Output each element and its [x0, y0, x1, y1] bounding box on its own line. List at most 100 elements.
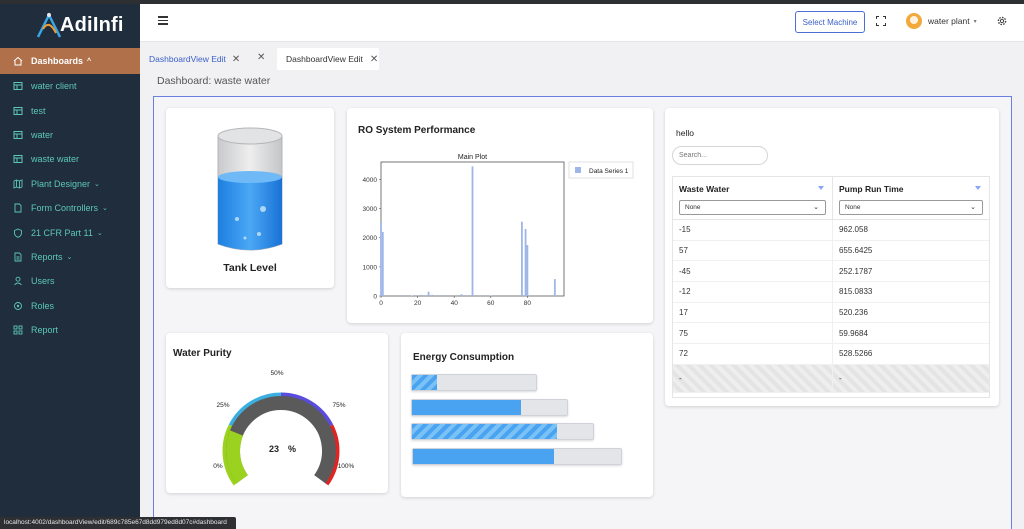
table-cell: -: [838, 373, 842, 383]
table-cell: -45: [673, 261, 833, 282]
grid-header: Waste Water None ⌄ Pump Run Time None ⌄: [673, 177, 989, 220]
chevron-down-icon: ⌄: [813, 204, 819, 211]
column-waste-water[interactable]: Waste Water None ⌄: [673, 177, 833, 219]
chevron-down-icon: ⌄: [66, 253, 73, 261]
sidebar-item-water[interactable]: water: [0, 123, 140, 147]
sidebar-item-label: water: [31, 129, 54, 140]
select-machine-button[interactable]: Select Machine: [795, 11, 865, 33]
filter-select[interactable]: None ⌄: [838, 200, 983, 215]
bar: [521, 221, 523, 296]
gauge-label-100: 100%: [338, 463, 355, 470]
column-pump-run-time[interactable]: Pump Run Time None ⌄: [833, 177, 989, 219]
tank-water-surface: [218, 171, 282, 184]
table-cell: -: [673, 364, 833, 392]
tank-level-label: Tank Level: [223, 262, 277, 274]
close-icon[interactable]: ✕: [257, 52, 266, 63]
x-tick-label: 0: [379, 300, 383, 307]
table-cell: 59.9684: [838, 328, 868, 338]
sidebar-item-label: waste water: [31, 154, 80, 165]
sidebar-item-reports[interactable]: Reports ⌄: [0, 245, 140, 269]
map-icon: [13, 179, 23, 189]
table-row[interactable]: 75 59.9684: [673, 323, 989, 345]
sidebar-item-label: 21 CFR Part 11: [31, 227, 93, 238]
sidebar-item-test[interactable]: test: [0, 98, 140, 122]
home-icon: [13, 56, 23, 66]
energy-consumption-widget[interactable]: Energy Consumption: [401, 333, 653, 497]
sidebar-item-label: test: [31, 105, 46, 116]
sidebar-item-roles[interactable]: Roles: [0, 294, 140, 318]
tank-graphic: [217, 127, 283, 251]
sidebar-item-label: water client: [31, 81, 77, 92]
table-row[interactable]: -45 252.1787: [673, 261, 989, 283]
column-header: Pump Run Time: [838, 184, 904, 194]
energy-bar-fill: [412, 400, 521, 415]
table-row[interactable]: -15 962.058: [673, 220, 989, 241]
water-purity-widget[interactable]: Water Purity 0% 25% 50% 75% 100% 23 %: [166, 333, 388, 493]
search-input[interactable]: [672, 146, 768, 165]
table-cell: 252.1787: [838, 266, 873, 276]
data-table-widget[interactable]: hello Waste Water None ⌄ Pump Run Time No…: [665, 108, 999, 406]
tab-dashboardview-edit-2[interactable]: DashboardView Edit ✕: [277, 48, 379, 70]
gauge-value: 23: [269, 444, 279, 454]
sidebar-item-report[interactable]: Report: [0, 318, 140, 342]
legend-box: [568, 161, 634, 179]
sidebar-item-plant-designer[interactable]: Plant Designer ⌄: [0, 172, 140, 196]
sidebar-item-dashboards[interactable]: Dashboards ^: [0, 48, 140, 74]
close-icon[interactable]: ✕: [369, 53, 379, 65]
sidebar-item-waste-water[interactable]: waste water: [0, 147, 140, 171]
hamburger-menu-icon[interactable]: [158, 16, 168, 25]
x-tick-label: 80: [524, 300, 532, 307]
gauge-label-25: 25%: [216, 402, 229, 409]
table-row[interactable]: -12 815.0833: [673, 282, 989, 303]
bar: [471, 166, 474, 296]
purity-gauge: 0% 25% 50% 75% 100% 23 %: [213, 370, 355, 486]
sidebar-item-label: Users: [31, 276, 55, 287]
ro-chart: Main Plot 0 1000 2000 3000 4000 0 20 40 60 80 Data …: [363, 154, 634, 307]
chevron-down-icon: ▾: [973, 18, 977, 25]
bar: [480, 295, 483, 296]
tank-level-widget[interactable]: Tank Level: [166, 108, 334, 288]
filter-value: None: [844, 204, 861, 211]
gauge-band: [226, 396, 336, 484]
sidebar-item-21-cfr[interactable]: 21 CFR Part 11 ⌄: [0, 220, 140, 244]
sidebar-item-label: Reports: [31, 251, 63, 262]
ro-performance-widget[interactable]: RO System Performance Main Plot 0 1000 2000…: [347, 108, 653, 323]
filter-select[interactable]: None ⌄: [679, 200, 826, 215]
energy-bar: [411, 399, 568, 416]
document-icon: [13, 203, 23, 213]
bar: [380, 221, 382, 296]
sidebar-item-label: Plant Designer: [31, 178, 91, 189]
legend-swatch: [575, 167, 581, 173]
table-cell: 75: [673, 323, 833, 344]
fullscreen-icon[interactable]: [876, 16, 886, 26]
energy-bar-fill: [413, 449, 555, 464]
gauge-value-arc: [226, 430, 249, 484]
app-logo[interactable]: AdiInfi: [30, 8, 123, 44]
tank-water-fill: [218, 177, 282, 250]
table-cell: 17: [673, 302, 833, 323]
tab-dashboardview-edit-1[interactable]: DashboardView Edit ✕: [140, 48, 270, 70]
gauge-segment-red: [324, 424, 340, 486]
user-name: water plant: [928, 16, 970, 26]
user-menu[interactable]: water plant ▾: [906, 13, 977, 29]
sidebar-item-users[interactable]: Users: [0, 269, 140, 293]
table-row[interactable]: 72 528.5266: [673, 344, 989, 365]
bar: [431, 294, 434, 296]
gear-icon[interactable]: [996, 15, 1008, 27]
grid-icon: [13, 325, 23, 335]
sidebar-item-water-client[interactable]: water client: [0, 74, 140, 98]
tab-bar: DashboardView Edit ✕ ✕ DashboardView Edi…: [140, 42, 1024, 70]
close-icon[interactable]: ✕: [231, 53, 241, 65]
chevron-down-icon: ⌄: [970, 204, 976, 211]
filter-icon[interactable]: [817, 186, 824, 190]
filter-icon[interactable]: [975, 186, 981, 190]
avatar: [906, 13, 922, 29]
table-row[interactable]: 17 520.236: [673, 302, 989, 324]
table-icon: [13, 106, 23, 116]
sidebar-item-form-controllers[interactable]: Form Controllers ⌄: [0, 196, 140, 220]
table-row[interactable]: 57 655.6425: [673, 240, 989, 262]
table-cell: 520.236: [838, 308, 868, 318]
sidebar-nav: Dashboards ^ water client test water was…: [0, 48, 140, 342]
bar: [381, 231, 384, 296]
y-tick-label: 2000: [363, 235, 378, 242]
